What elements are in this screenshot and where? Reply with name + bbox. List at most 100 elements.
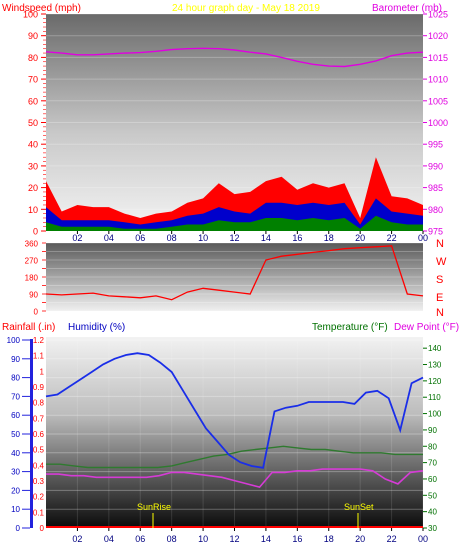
x-tick-label: 10 xyxy=(198,534,208,544)
wind-tick-label: 100 xyxy=(23,10,38,20)
barometer-tick-label: 1000 xyxy=(428,118,448,128)
rainfall-tick-label: 0.8 xyxy=(33,399,45,408)
rainfall-tick-label: 1.1 xyxy=(33,352,45,361)
temperature-tick-label: 50 xyxy=(428,491,437,500)
x-tick-label: 00 xyxy=(418,534,428,544)
x-tick-label: 08 xyxy=(167,233,177,243)
x-tick-label: 14 xyxy=(261,233,271,243)
wind-tick-label: 80 xyxy=(28,53,38,63)
humidity-tick-label: 40 xyxy=(11,449,20,458)
humidity-tick-label: 10 xyxy=(11,505,20,514)
wind-axis-title: Windspeed (mph) xyxy=(2,3,81,14)
temperature-tick-label: 40 xyxy=(428,508,437,517)
humidity-tick-label: 0 xyxy=(16,524,21,533)
wind-direction-line xyxy=(45,245,424,301)
direction-tick-label: 0 xyxy=(34,308,39,317)
temperature-tick-label: 140 xyxy=(428,344,442,353)
barometer-line xyxy=(45,47,424,68)
barometer-tick-label: 985 xyxy=(428,183,443,193)
temperature-tick-label: 70 xyxy=(428,459,437,468)
wind-tick-label: 50 xyxy=(28,118,38,128)
barometer-tick-label: 990 xyxy=(428,161,443,171)
temperature-tick-label: 110 xyxy=(428,393,441,402)
barometer-tick-label: 995 xyxy=(428,140,443,150)
rainfall-tick-label: 0.5 xyxy=(33,446,45,455)
direction-tick-label: 360 xyxy=(25,240,39,249)
temperature-tick-label: 90 xyxy=(428,426,437,435)
temperature-tick-label: 30 xyxy=(428,524,437,533)
temperature-tick-label: 60 xyxy=(428,475,437,484)
compass-letters: N W S E N xyxy=(436,238,447,319)
compass-letter: N xyxy=(436,307,444,319)
barometer-tick-label: 1015 xyxy=(428,53,448,63)
temperature-tick-label: 130 xyxy=(428,361,442,370)
rainfall-tick-label: 1 xyxy=(40,367,45,376)
compass-letter: S xyxy=(436,274,443,286)
direction-tick-label: 270 xyxy=(25,257,39,266)
barometer-axis-title: Barometer (mb) xyxy=(372,3,442,14)
dewpoint-line xyxy=(46,468,424,488)
direction-tick-label: 90 xyxy=(29,291,38,300)
wind-tick-label: 40 xyxy=(28,140,38,150)
x-tick-label: 04 xyxy=(104,233,114,243)
temperature-line xyxy=(46,445,423,469)
compass-letter: E xyxy=(436,292,443,304)
rainfall-axis-title: Rainfall (.in) xyxy=(2,322,55,333)
direction-panel-grid xyxy=(46,242,423,312)
temperature-tick-label: 120 xyxy=(428,377,442,386)
x-tick-label: 04 xyxy=(104,534,114,544)
sunrise-label: SunRise xyxy=(137,502,171,512)
dewpoint-axis-title: Dew Point (°F) xyxy=(394,322,459,333)
wind-tick-label: 30 xyxy=(28,161,38,171)
x-tick-label: 20 xyxy=(355,534,365,544)
humidity-tick-label: 50 xyxy=(11,430,20,439)
wind-tick-label: 60 xyxy=(28,96,38,106)
temperature-x-axis: 02 04 06 08 10 12 14 16 18 20 22 00 xyxy=(72,528,428,544)
x-tick-label: 12 xyxy=(229,233,239,243)
x-tick-label: 00 xyxy=(418,233,428,243)
barometer-tick-label: 1005 xyxy=(428,96,448,106)
chart-title: 24 hour graph day - May 18 2019 xyxy=(172,3,320,14)
wind-y-axis: 0 10 20 30 40 50 60 70 80 90 100 xyxy=(23,10,46,237)
rainfall-tick-label: 0.2 xyxy=(33,493,45,502)
wind-x-axis: 02 04 06 08 10 12 14 16 18 20 22 00 xyxy=(72,231,428,243)
x-tick-label: 18 xyxy=(324,534,334,544)
temperature-axis-title: Temperature (°F) xyxy=(312,322,388,333)
rainfall-tick-label: 0.9 xyxy=(33,383,45,392)
temperature-tick-label: 80 xyxy=(428,442,437,451)
wind-tick-label: 0 xyxy=(33,227,38,237)
humidity-y-axis: 0 10 20 30 40 50 60 70 80 90 100 xyxy=(7,336,30,533)
humidity-tick-label: 80 xyxy=(11,374,20,383)
x-tick-label: 06 xyxy=(135,534,145,544)
wind-tick-label: 70 xyxy=(28,75,38,85)
compass-letter: W xyxy=(436,256,447,268)
x-tick-label: 02 xyxy=(72,233,82,243)
rainfall-tick-label: 0.7 xyxy=(33,414,45,423)
humidity-tick-label: 30 xyxy=(11,468,20,477)
barometer-tick-label: 975 xyxy=(428,227,443,237)
x-tick-label: 14 xyxy=(261,534,271,544)
rainfall-tick-label: 1.2 xyxy=(33,336,45,345)
temperature-tick-label: 100 xyxy=(428,410,442,419)
direction-y-axis: 0 90 180 270 360 xyxy=(25,240,46,317)
rainfall-bar xyxy=(30,339,33,528)
compass-letter: N xyxy=(436,238,444,250)
x-tick-label: 20 xyxy=(355,233,365,243)
barometer-tick-label: 1010 xyxy=(428,75,448,85)
wind-tick-label: 20 xyxy=(28,183,38,193)
humidity-tick-label: 20 xyxy=(11,486,20,495)
x-tick-label: 06 xyxy=(135,233,145,243)
humidity-tick-label: 60 xyxy=(11,411,20,420)
barometer-tick-label: 1020 xyxy=(428,31,448,41)
barometer-tick-label: 980 xyxy=(428,205,443,215)
x-tick-label: 16 xyxy=(292,534,302,544)
humidity-line xyxy=(45,352,424,469)
rainfall-tick-label: 0.4 xyxy=(33,461,45,470)
x-tick-label: 18 xyxy=(324,233,334,243)
temperature-y-axis: 30 40 50 60 70 80 90 100 110 120 130 140 xyxy=(423,344,442,533)
x-tick-label: 08 xyxy=(167,534,177,544)
rainfall-tick-label: 0.6 xyxy=(33,430,45,439)
rainfall-tick-label: 0.1 xyxy=(33,508,45,517)
x-tick-label: 22 xyxy=(387,233,397,243)
